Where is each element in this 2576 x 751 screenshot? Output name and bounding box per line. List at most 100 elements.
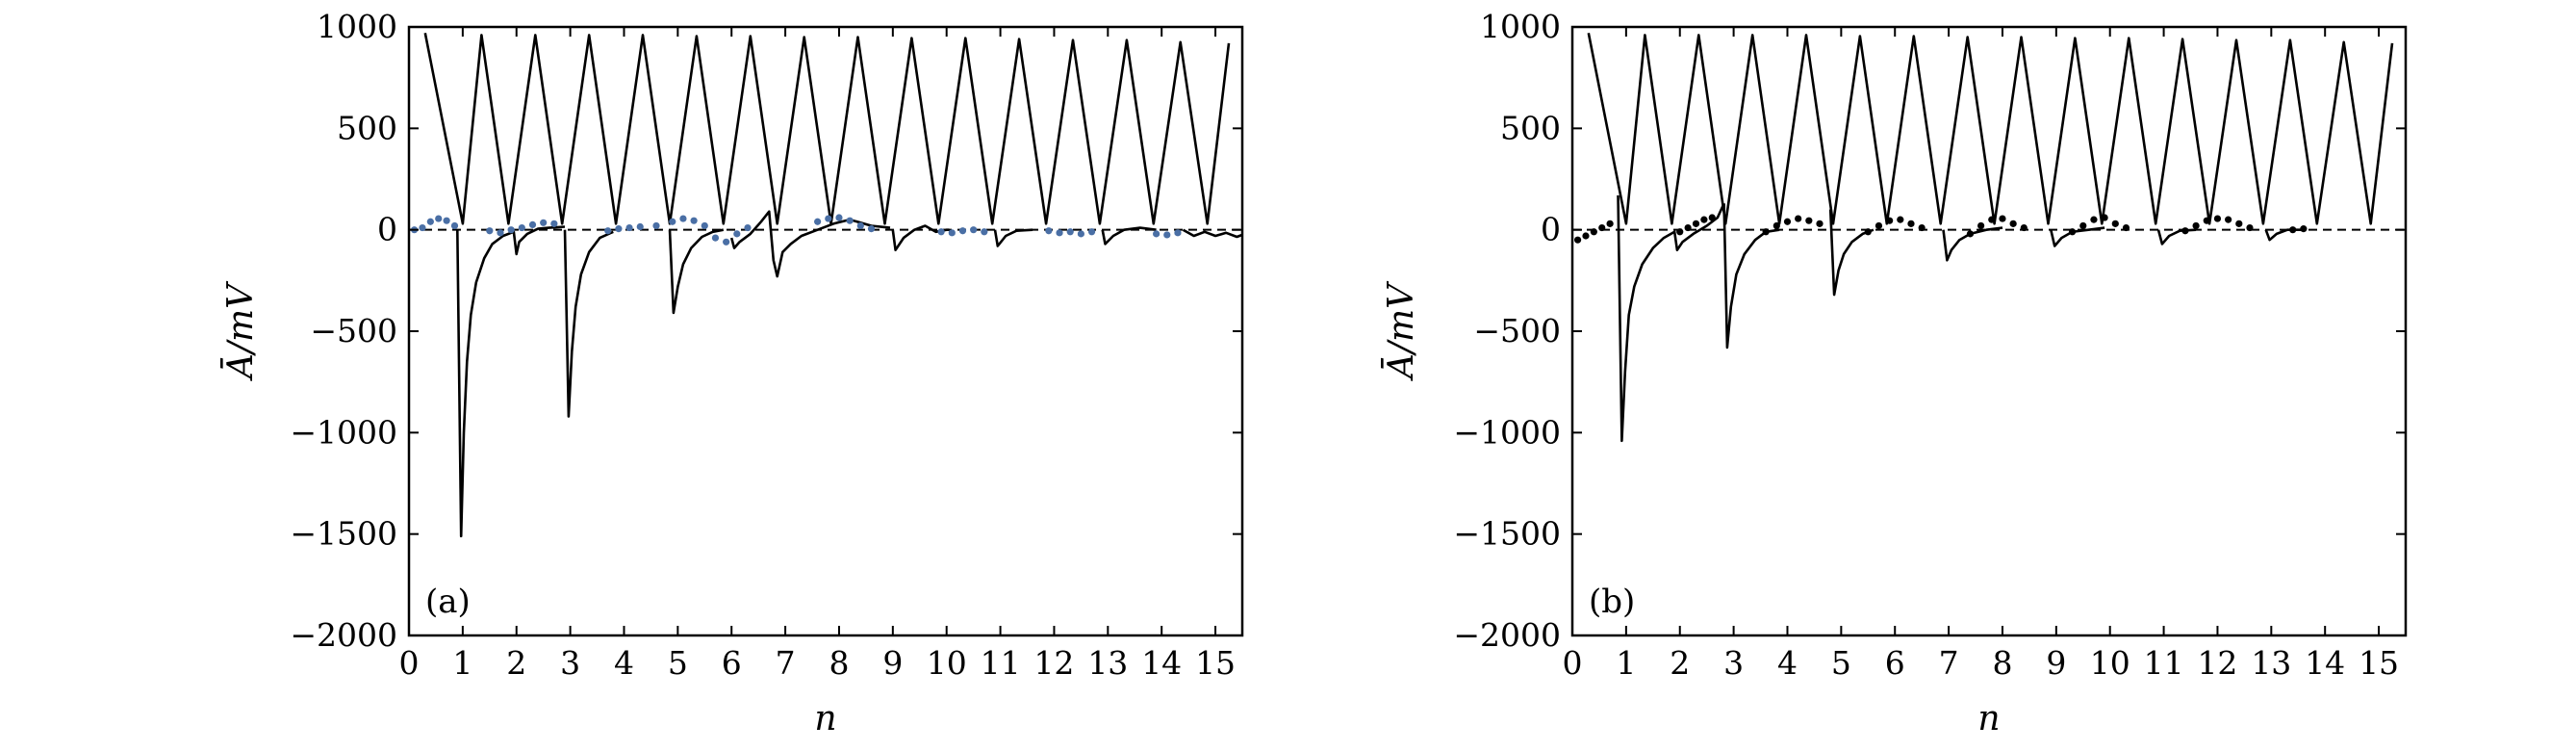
x-tick-label: 9 <box>2046 644 2066 682</box>
y-tick-label: −2000 <box>290 616 397 654</box>
series-line <box>1722 203 1780 350</box>
data-point <box>835 214 843 221</box>
x-tick-label: 10 <box>927 644 967 682</box>
data-point <box>2079 221 2087 230</box>
y-tick-label: 1000 <box>317 8 397 45</box>
data-point <box>1163 231 1171 239</box>
x-tick-label: 3 <box>560 644 580 682</box>
data-point <box>846 217 854 224</box>
x-axis-label: n <box>814 699 836 738</box>
data-point <box>518 223 525 232</box>
x-axis-label: n <box>1977 699 2000 738</box>
x-tick-label: 14 <box>2305 644 2345 682</box>
x-ticks: 0 1 2 3 4 5 6 7 8 9 10 11 12 13 14 15 <box>1563 27 2399 682</box>
data-point <box>1907 220 1915 227</box>
series-line <box>423 33 1231 225</box>
data-point <box>550 220 558 227</box>
y-tick-label: 500 <box>1500 109 1561 146</box>
data-point <box>652 221 660 230</box>
data-point <box>744 223 752 232</box>
x-tick-label: 1 <box>452 644 472 682</box>
y-tick-label: 500 <box>337 109 397 146</box>
y-tick-label: 1000 <box>1480 8 1561 45</box>
x-tick-label: 10 <box>2090 644 2130 682</box>
series-line <box>456 225 566 538</box>
series-line <box>2050 226 2105 247</box>
series-line <box>993 228 1033 247</box>
data-point <box>497 229 504 237</box>
data-point <box>2122 223 2130 232</box>
x-tick-label: 11 <box>981 644 1021 682</box>
y-ticks: 1000 500 0 −500 −1000 −1500 −2000 <box>1453 8 2406 654</box>
y-tick-label: 0 <box>1541 211 1561 248</box>
data-point <box>970 226 978 234</box>
plot-frame <box>1570 25 2408 637</box>
data-point <box>1045 227 1053 235</box>
data-point <box>443 217 450 224</box>
data-point <box>2213 215 2222 222</box>
data-point <box>528 220 537 228</box>
data-point <box>1977 221 1985 230</box>
data-point <box>2111 220 2119 227</box>
data-point <box>1999 215 2006 222</box>
data-point <box>426 218 434 225</box>
data-point <box>615 225 623 233</box>
data-point <box>1864 228 1872 236</box>
x-tick-label: 2 <box>1670 644 1690 682</box>
data-point <box>1684 223 1692 232</box>
series-line <box>668 228 725 315</box>
x-tick-label: 1 <box>1616 644 1636 682</box>
series-line <box>1828 209 1875 297</box>
x-tick-label: 9 <box>882 644 903 682</box>
x-tick-label: 7 <box>776 644 796 682</box>
panel-label: (b) <box>1589 583 1635 621</box>
data-point <box>1606 220 1614 227</box>
data-point <box>1988 216 1996 223</box>
y-tick-label: −500 <box>1473 312 1561 350</box>
data-point <box>1762 228 1770 236</box>
y-tick-label: −2000 <box>1453 616 1561 654</box>
data-point <box>1590 228 1597 236</box>
data-point <box>1066 228 1074 236</box>
data-point <box>669 218 676 225</box>
data-point <box>1692 220 1700 227</box>
data-point <box>1875 221 1883 230</box>
data-point <box>958 227 967 235</box>
series-line <box>1587 33 2394 225</box>
series-line <box>1617 194 1725 443</box>
y-axis-label: Ā/mV <box>221 280 261 381</box>
data-point <box>1966 230 1975 238</box>
data-point <box>2090 216 2098 223</box>
x-tick-label: 4 <box>614 644 634 682</box>
y-axis-label: Ā/mV <box>1382 280 1421 381</box>
plot-frame <box>407 25 1244 637</box>
data-point <box>1573 236 1582 244</box>
x-tick-label: 7 <box>1939 644 1959 682</box>
x-tick-label: 3 <box>1723 644 1744 682</box>
series-line <box>2264 228 2304 242</box>
data-point <box>733 230 741 238</box>
data-point <box>2181 227 2189 235</box>
y-tick-label: 0 <box>377 211 397 248</box>
data-point <box>540 219 548 226</box>
data-point <box>2235 220 2243 227</box>
y-tick-label: −1000 <box>1453 413 1561 451</box>
data-point <box>486 227 494 235</box>
x-tick-label: 0 <box>399 644 420 682</box>
x-tick-label: 12 <box>1033 644 1074 682</box>
series-group <box>1573 33 2394 443</box>
series-line <box>1101 226 1157 246</box>
x-tick-label: 14 <box>1141 644 1182 682</box>
data-point <box>814 218 822 225</box>
data-point <box>1582 232 1590 240</box>
data-point <box>1056 229 1063 237</box>
data-point <box>507 226 515 234</box>
data-point <box>604 227 612 235</box>
data-point <box>1676 228 1684 236</box>
x-tick-label: 6 <box>722 644 742 682</box>
data-point <box>867 225 876 233</box>
data-point <box>679 215 687 222</box>
data-point <box>1153 230 1160 238</box>
x-tick-label: 13 <box>1087 644 1128 682</box>
